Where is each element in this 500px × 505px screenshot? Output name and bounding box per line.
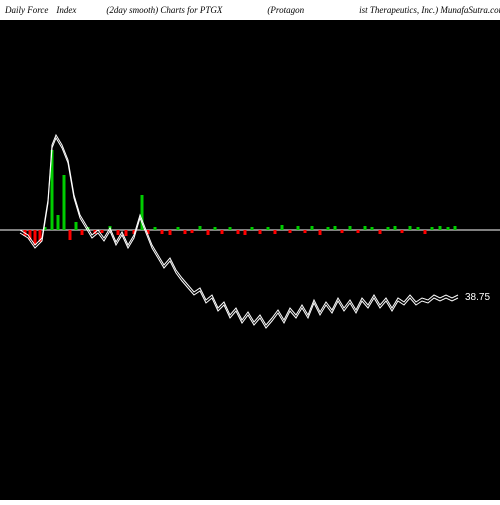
header-part3: (2day smooth) Charts for PTGX [106,5,222,15]
header-part5: ist Therapeutics, Inc.) MunafaSutra.com [359,5,500,15]
chart-area: 38.75 [0,20,500,500]
chart-header: Daily Force Index (2day smooth) Charts f… [0,0,500,20]
price-label: 38.75 [465,292,490,303]
header-part2: Index [56,5,76,15]
header-part4: (Protagon [267,5,304,15]
force-index-chart [0,20,500,500]
header-part1: Daily Force [5,5,48,15]
